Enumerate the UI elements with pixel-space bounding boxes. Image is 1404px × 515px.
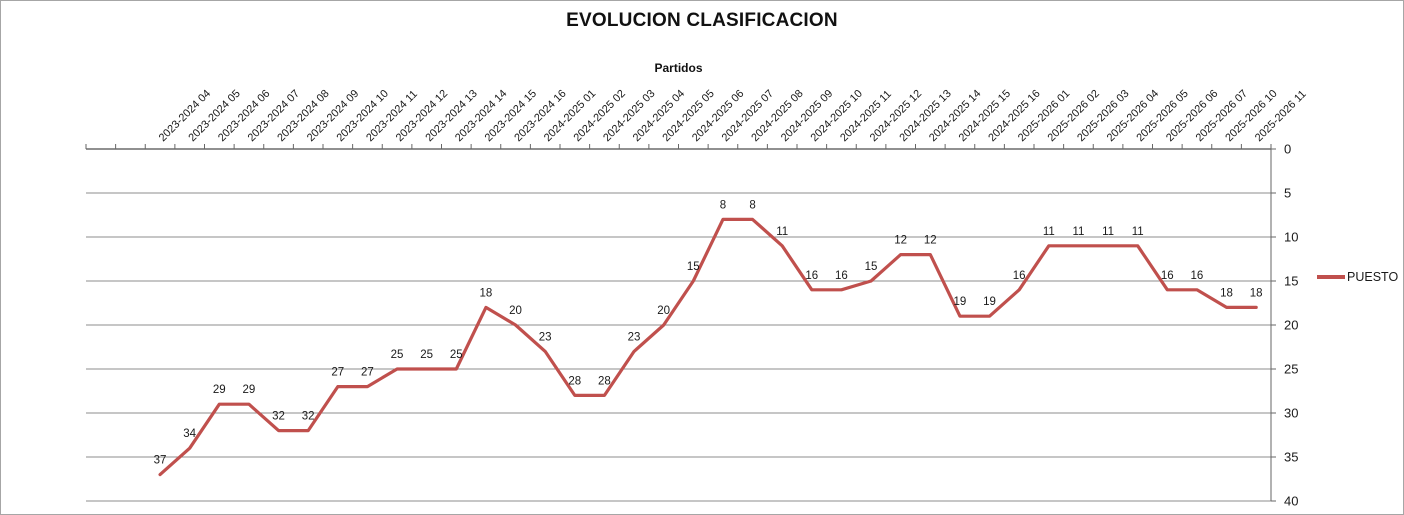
legend-series-label: PUESTO [1347,270,1399,284]
data-point-label: 20 [509,305,522,317]
data-point-label: 11 [776,226,788,238]
data-point-label: 23 [628,331,641,343]
data-point-label: 27 [361,367,374,379]
data-point-label: 25 [420,349,433,361]
y-axis-label: 25 [1284,362,1298,377]
data-point-label: 29 [213,384,226,396]
y-axis-label: 5 [1284,186,1291,201]
data-point-label: 18 [480,287,493,299]
data-point-label: 23 [539,331,552,343]
legend: PUESTO [1317,270,1398,284]
data-point-label: 16 [835,270,848,282]
data-point-label: 27 [331,367,344,379]
data-point-label: 28 [568,375,581,387]
data-point-label: 29 [243,384,256,396]
data-point-label: 11 [1043,226,1055,238]
legend-line-marker [1317,275,1345,279]
y-axis-label: 15 [1284,274,1298,289]
data-point-label: 25 [450,349,463,361]
y-axis-label: 20 [1284,318,1298,333]
x-axis-title: Partidos [654,61,703,75]
data-point-label: 37 [154,455,167,467]
data-point-label: 8 [720,199,726,211]
data-point-label: 15 [687,261,700,273]
y-axis-label: 35 [1284,450,1298,465]
chart-title: EVOLUCION CLASIFICACION [566,10,838,31]
data-point-label: 16 [805,270,818,282]
y-axis-label: 40 [1284,494,1298,509]
data-point-label: 19 [983,296,996,308]
series-line-puesto [158,217,1258,477]
data-point-label: 12 [924,235,937,247]
data-point-label: 11 [1132,226,1144,238]
y-axis-label: 10 [1284,230,1298,245]
data-point-label: 12 [894,235,907,247]
data-point-label: 25 [391,349,404,361]
data-point-label: 15 [865,261,878,273]
data-point-label: 19 [954,296,967,308]
data-point-label: 34 [183,428,196,440]
data-point-label: 16 [1191,270,1204,282]
data-point-label: 32 [302,411,315,423]
data-point-label: 16 [1161,270,1174,282]
y-axis-label: 0 [1284,142,1291,157]
data-point-label: 11 [1072,226,1084,238]
data-point-label: 8 [749,199,755,211]
data-point-label: 20 [657,305,670,317]
y-axis-label: 30 [1284,406,1298,421]
data-point-label: 18 [1250,287,1263,299]
data-point-label: 32 [272,411,285,423]
data-point-label: 28 [598,375,611,387]
data-point-label: 11 [1102,226,1114,238]
data-point-label: 18 [1220,287,1233,299]
data-point-label: 16 [1013,270,1026,282]
